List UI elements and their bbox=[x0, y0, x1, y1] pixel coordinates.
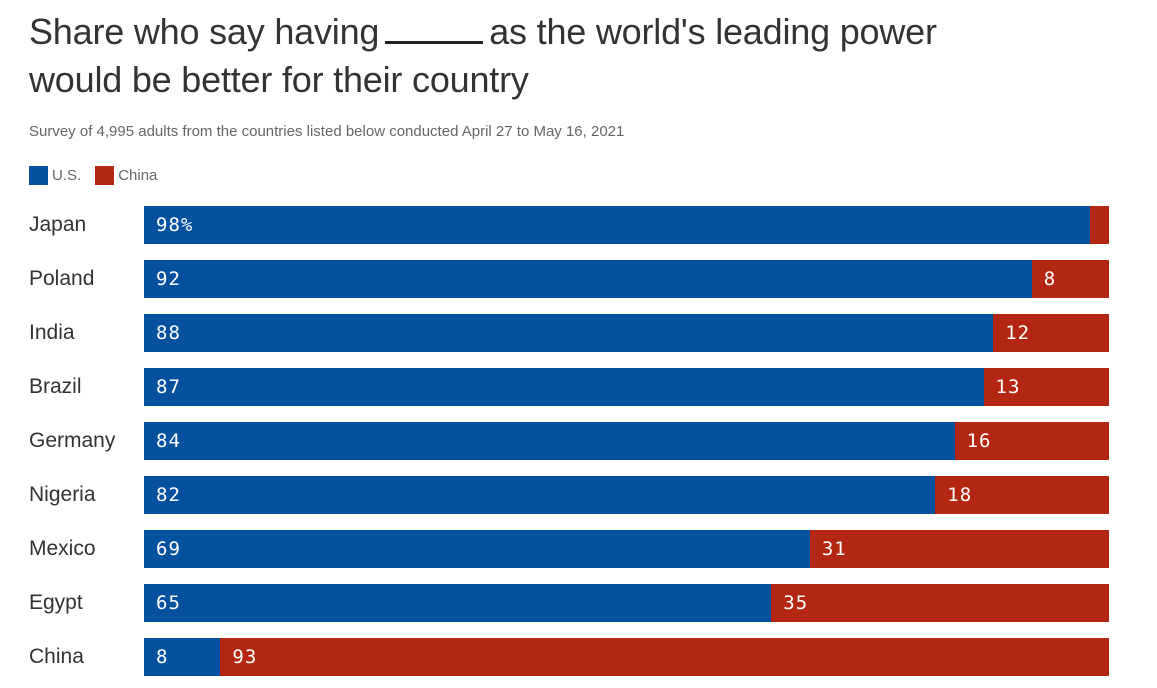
data-label-us: 98% bbox=[156, 214, 194, 236]
category-label: Mexico bbox=[29, 537, 96, 560]
data-label-us: 65 bbox=[156, 592, 181, 614]
legend-label-china: China bbox=[118, 167, 158, 184]
bar-segment-china bbox=[935, 476, 1109, 514]
legend-swatch-china bbox=[95, 166, 115, 185]
category-label: Egypt bbox=[29, 591, 83, 614]
legend-item-us: U.S. bbox=[29, 166, 81, 185]
data-label-china: 13 bbox=[995, 376, 1021, 398]
bar-segment-us bbox=[144, 584, 772, 622]
data-label-china: 18 bbox=[947, 484, 973, 506]
bar-segment-china bbox=[954, 422, 1109, 460]
bar-segment-china bbox=[1089, 206, 1109, 244]
title-line-2: would be better for their country bbox=[29, 59, 529, 100]
bar-segment-china bbox=[220, 638, 1109, 676]
title-blank-line bbox=[385, 11, 484, 44]
data-label-china: 16 bbox=[966, 430, 992, 452]
bar-segment-china bbox=[771, 584, 1109, 622]
legend-label-us: U.S. bbox=[52, 167, 82, 184]
bar-segment-us bbox=[144, 638, 221, 676]
bar-segment-us bbox=[144, 260, 1032, 298]
data-label-us: 8 bbox=[156, 646, 169, 668]
chart-subtitle: Survey of 4,995 adults from the countrie… bbox=[29, 123, 625, 140]
bar-segment-china bbox=[809, 530, 1109, 568]
data-label-us: 69 bbox=[156, 538, 181, 560]
bar-segment-us bbox=[144, 206, 1090, 244]
data-label-us: 84 bbox=[156, 430, 181, 452]
bar-segment-us bbox=[144, 368, 984, 406]
category-label: Germany bbox=[29, 429, 116, 452]
data-label-us: 87 bbox=[156, 376, 181, 398]
data-label-us: 82 bbox=[156, 484, 181, 506]
category-label: Nigeria bbox=[29, 483, 96, 506]
legend-swatch-us bbox=[29, 166, 48, 185]
bar-segment-us bbox=[144, 422, 955, 460]
bar-segment-china bbox=[993, 314, 1109, 352]
data-label-us: 88 bbox=[156, 322, 181, 344]
category-label: Poland bbox=[29, 267, 95, 290]
bar-segment-china bbox=[1031, 260, 1109, 298]
title-part-2: as the world's leading power bbox=[489, 11, 937, 52]
data-label-china: 93 bbox=[232, 646, 258, 668]
category-label: Brazil bbox=[29, 375, 82, 398]
legend-item-china: China bbox=[95, 166, 157, 185]
bar-segment-us bbox=[144, 314, 994, 352]
bar-segment-china bbox=[983, 368, 1109, 406]
data-label-us: 92 bbox=[156, 268, 181, 290]
category-label: Japan bbox=[29, 213, 87, 236]
chart-title: Share who say having as the world's leadi… bbox=[29, 8, 1129, 104]
category-label: India bbox=[29, 321, 75, 344]
data-label-china: 31 bbox=[821, 538, 847, 560]
legend: U.S. China bbox=[29, 166, 171, 185]
title-part-1: Share who say having bbox=[29, 11, 380, 52]
bar-segment-us bbox=[144, 476, 936, 514]
data-label-china: 12 bbox=[1005, 322, 1031, 344]
data-label-china: 8 bbox=[1043, 268, 1057, 290]
category-label: China bbox=[29, 645, 84, 668]
data-label-china: 35 bbox=[783, 592, 809, 614]
bar-segment-us bbox=[144, 530, 810, 568]
